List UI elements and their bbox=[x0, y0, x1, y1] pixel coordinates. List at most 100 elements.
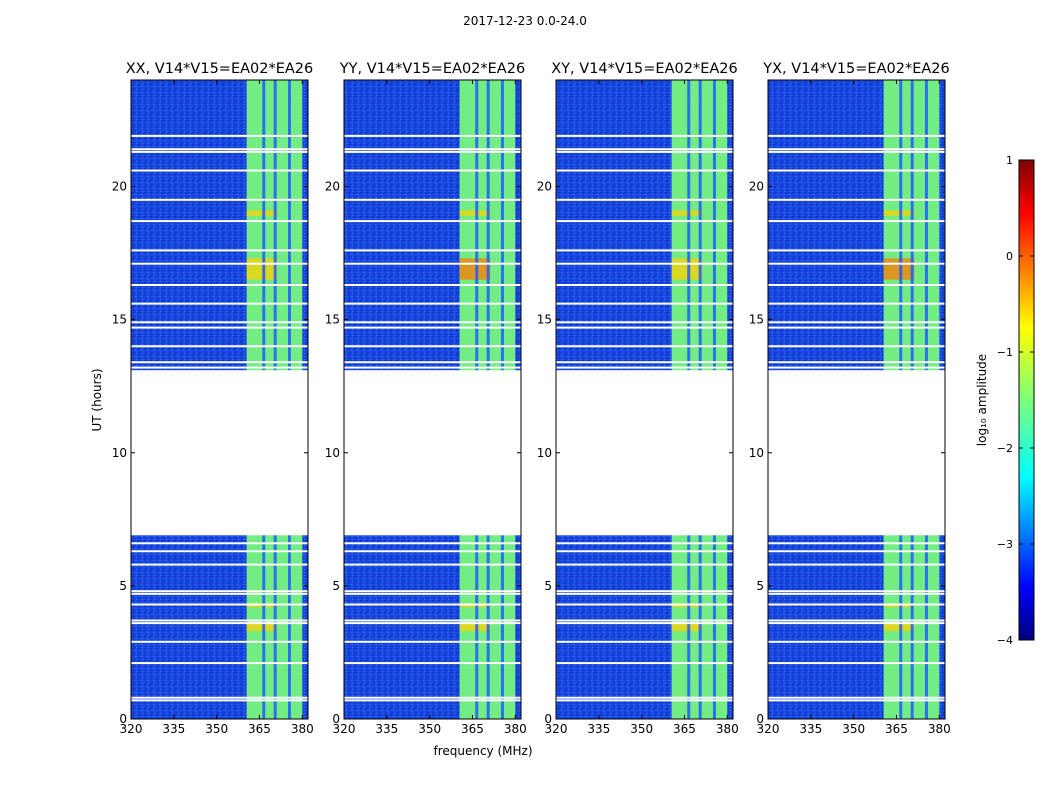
x-tick-label: 365 bbox=[673, 722, 696, 736]
flagged-row bbox=[344, 284, 521, 287]
x-tick-label: 380 bbox=[928, 722, 951, 736]
flagged-row bbox=[556, 590, 733, 593]
rfi-hotspot bbox=[459, 258, 491, 280]
flagged-row bbox=[768, 150, 945, 153]
flagged-row bbox=[344, 640, 521, 643]
x-tick-label: 320 bbox=[545, 722, 568, 736]
flagged-row bbox=[131, 134, 308, 137]
flagged-row bbox=[768, 592, 945, 595]
flagged-row bbox=[556, 302, 733, 305]
flagged-row bbox=[344, 262, 521, 265]
rfi-hotspot bbox=[246, 210, 278, 216]
flagged-row bbox=[556, 134, 733, 137]
flagged-row bbox=[131, 592, 308, 595]
flagged-row bbox=[768, 134, 945, 137]
y-tick-label: 5 bbox=[119, 579, 127, 593]
flagged-row bbox=[344, 326, 521, 329]
flagged-row bbox=[344, 603, 521, 606]
flagged-row bbox=[344, 696, 521, 699]
flagged-row bbox=[344, 662, 521, 665]
flagged-row bbox=[768, 249, 945, 252]
flagged-row bbox=[344, 220, 521, 223]
panel-0: XX, V14*V15=EA02*EA26 320 335 350 365 380 0 5 10… bbox=[112, 61, 314, 736]
panel-frame bbox=[555, 79, 734, 720]
x-tick-label: 320 bbox=[333, 722, 356, 736]
flagged-row bbox=[768, 321, 945, 324]
rfi-hotspot bbox=[246, 258, 278, 280]
flagged-row bbox=[131, 198, 308, 201]
flagged-row bbox=[768, 550, 945, 553]
flagged-row bbox=[344, 590, 521, 593]
y-tick-label: 15 bbox=[537, 313, 552, 327]
x-tick-label: 365 bbox=[461, 722, 484, 736]
x-tick-label: 350 bbox=[205, 722, 228, 736]
flagged-row bbox=[131, 345, 308, 348]
data-gap bbox=[131, 370, 308, 536]
panel-2: XY, V14*V15=EA02*EA26 320 335 350 365 380 0 5 10… bbox=[537, 61, 739, 736]
flagged-row bbox=[344, 542, 521, 545]
y-tick-label: 15 bbox=[112, 313, 127, 327]
flagged-row bbox=[131, 563, 308, 566]
flagged-row bbox=[768, 619, 945, 622]
flagged-row bbox=[768, 326, 945, 329]
x-tick-label: 350 bbox=[418, 722, 441, 736]
flagged-row bbox=[131, 302, 308, 305]
x-tick-label: 380 bbox=[716, 722, 739, 736]
flagged-row bbox=[344, 563, 521, 566]
flagged-row bbox=[344, 699, 521, 702]
flagged-row bbox=[556, 622, 733, 625]
rfi-hotspot bbox=[883, 210, 915, 216]
flagged-row bbox=[556, 366, 733, 369]
y-tick-label: 20 bbox=[537, 180, 552, 194]
flagged-row bbox=[556, 563, 733, 566]
data-gap bbox=[556, 370, 733, 536]
flagged-row bbox=[768, 220, 945, 223]
flagged-row bbox=[131, 366, 308, 369]
flagged-row bbox=[131, 640, 308, 643]
panel-frame bbox=[767, 79, 946, 720]
flagged-row bbox=[556, 640, 733, 643]
flagged-row bbox=[344, 302, 521, 305]
flagged-row bbox=[556, 592, 733, 595]
flagged-row bbox=[131, 249, 308, 252]
rfi-hotspot bbox=[883, 623, 915, 632]
flagged-row bbox=[556, 262, 733, 265]
flagged-row bbox=[344, 321, 521, 324]
rfi-hotspot bbox=[459, 210, 491, 216]
y-tick-label: 20 bbox=[112, 180, 127, 194]
x-axis-label: frequency (MHz) bbox=[433, 744, 532, 758]
flagged-row bbox=[131, 699, 308, 702]
colorbar: 1 0 −1 −2 −3 −4 log₁₀ amplitude bbox=[975, 154, 1035, 647]
flagged-row bbox=[556, 619, 733, 622]
rfi-hotspot bbox=[883, 258, 915, 280]
flagged-row bbox=[131, 550, 308, 553]
flagged-row bbox=[556, 603, 733, 606]
y-tick-label: 10 bbox=[537, 446, 552, 460]
flagged-row bbox=[556, 699, 733, 702]
flagged-row bbox=[344, 550, 521, 553]
y-tick-label: 10 bbox=[325, 446, 340, 460]
y-tick-label: 20 bbox=[749, 180, 764, 194]
rfi-hotspot bbox=[671, 623, 703, 632]
flagged-row bbox=[556, 220, 733, 223]
colorbar-tick-label: 1 bbox=[1006, 154, 1013, 167]
flagged-row bbox=[131, 169, 308, 172]
y-tick-label: 5 bbox=[756, 579, 764, 593]
flagged-row bbox=[131, 284, 308, 287]
x-tick-label: 380 bbox=[291, 722, 314, 736]
flagged-row bbox=[556, 198, 733, 201]
x-tick-label: 320 bbox=[757, 722, 780, 736]
flagged-row bbox=[768, 262, 945, 265]
flagged-row bbox=[131, 619, 308, 622]
rfi-hotspot bbox=[246, 623, 278, 632]
data-gap bbox=[768, 370, 945, 536]
flagged-row bbox=[768, 542, 945, 545]
rfi-hotspot bbox=[671, 258, 703, 280]
rfi-hotspot bbox=[671, 210, 703, 216]
flagged-row bbox=[344, 148, 521, 151]
flagged-row bbox=[344, 169, 521, 172]
y-tick-label: 0 bbox=[332, 712, 340, 726]
y-tick-label: 15 bbox=[325, 313, 340, 327]
flagged-row bbox=[768, 590, 945, 593]
